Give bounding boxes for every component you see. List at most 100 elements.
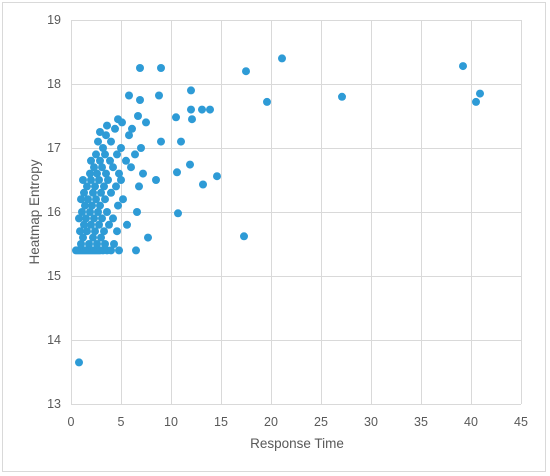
data-point (101, 150, 109, 159)
data-point (263, 97, 271, 106)
data-point (107, 246, 115, 255)
data-point (95, 220, 103, 229)
data-point (89, 233, 97, 242)
data-point (85, 240, 93, 248)
data-point (459, 62, 467, 71)
data-point (96, 156, 104, 165)
x-tick-label: 20 (264, 415, 278, 429)
data-point (77, 195, 85, 204)
data-point (199, 180, 207, 189)
data-point (188, 115, 196, 124)
data-point (107, 137, 115, 146)
x-tick-label: 15 (214, 415, 228, 429)
data-point (110, 240, 118, 248)
data-point (96, 128, 104, 136)
data-point (125, 91, 133, 100)
data-point (127, 163, 135, 172)
data-point (80, 188, 88, 197)
data-point (240, 232, 248, 241)
data-point (91, 227, 99, 236)
data-point (133, 208, 141, 216)
data-point (117, 176, 125, 184)
data-point (83, 182, 91, 191)
data-point (81, 201, 89, 210)
data-point (100, 182, 108, 191)
data-point (152, 176, 160, 184)
data-point (87, 220, 95, 229)
y-tick-label: 17 (47, 141, 61, 155)
x-tick-label: 5 (118, 415, 125, 429)
data-point (131, 150, 139, 159)
data-point (95, 176, 103, 184)
data-point (102, 131, 110, 140)
data-point (105, 220, 113, 229)
data-point (92, 150, 100, 159)
y-tick-label: 19 (47, 13, 61, 27)
data-point (84, 195, 92, 204)
data-point (103, 208, 111, 216)
data-point (96, 201, 104, 210)
grid-lines (71, 20, 522, 405)
data-point (99, 144, 107, 152)
data-point (157, 137, 165, 146)
x-tick-label: 10 (164, 415, 178, 429)
data-point (75, 358, 83, 367)
data-point (338, 92, 346, 101)
x-tick-label: 0 (68, 415, 75, 429)
data-point (113, 150, 121, 159)
data-point (173, 168, 181, 177)
data-point (144, 233, 152, 242)
y-tick-label: 14 (47, 333, 61, 347)
data-point (213, 172, 221, 181)
data-point (139, 169, 147, 178)
x-tick-label: 40 (464, 415, 478, 429)
data-point (104, 176, 112, 184)
data-point (123, 220, 131, 229)
data-point (76, 227, 84, 236)
y-tick-label: 13 (47, 397, 61, 411)
x-tick-label: 25 (314, 415, 328, 429)
data-point (186, 160, 194, 169)
data-point (103, 121, 111, 130)
data-point (97, 233, 105, 242)
data-point (79, 176, 87, 184)
data-point (174, 209, 182, 218)
data-point (142, 118, 150, 127)
data-point (119, 195, 127, 204)
x-tick-label: 45 (514, 415, 528, 429)
data-point (87, 176, 95, 184)
data-point (97, 188, 105, 197)
data-point (134, 112, 142, 120)
data-point (93, 169, 101, 178)
data-point (86, 169, 94, 178)
data-point (80, 220, 88, 229)
data-point (114, 201, 122, 210)
data-point (136, 64, 144, 72)
tick-labels: 13 14 15 16 17 18 19 0 5 10 15 20 25 30 35 40 45 (47, 13, 528, 429)
data-point (106, 156, 114, 165)
data-point (242, 67, 250, 76)
data-point (83, 227, 91, 236)
data-point (101, 195, 109, 204)
data-point (114, 115, 122, 124)
data-point (109, 163, 117, 172)
x-tick-label: 35 (414, 415, 428, 429)
data-point (187, 105, 195, 114)
data-point (472, 97, 480, 106)
data-point (157, 64, 165, 72)
data-point (98, 214, 106, 223)
data-point (136, 96, 144, 104)
data-point (476, 89, 484, 98)
data-point (109, 214, 117, 223)
data-point (102, 169, 110, 178)
data-point (112, 182, 120, 191)
data-point (115, 169, 123, 178)
data-point (206, 105, 214, 114)
data-point (187, 86, 195, 95)
data-point (117, 144, 125, 152)
data-points (72, 54, 484, 367)
data-point (90, 214, 98, 223)
data-point (75, 214, 83, 223)
data-point (100, 227, 108, 236)
